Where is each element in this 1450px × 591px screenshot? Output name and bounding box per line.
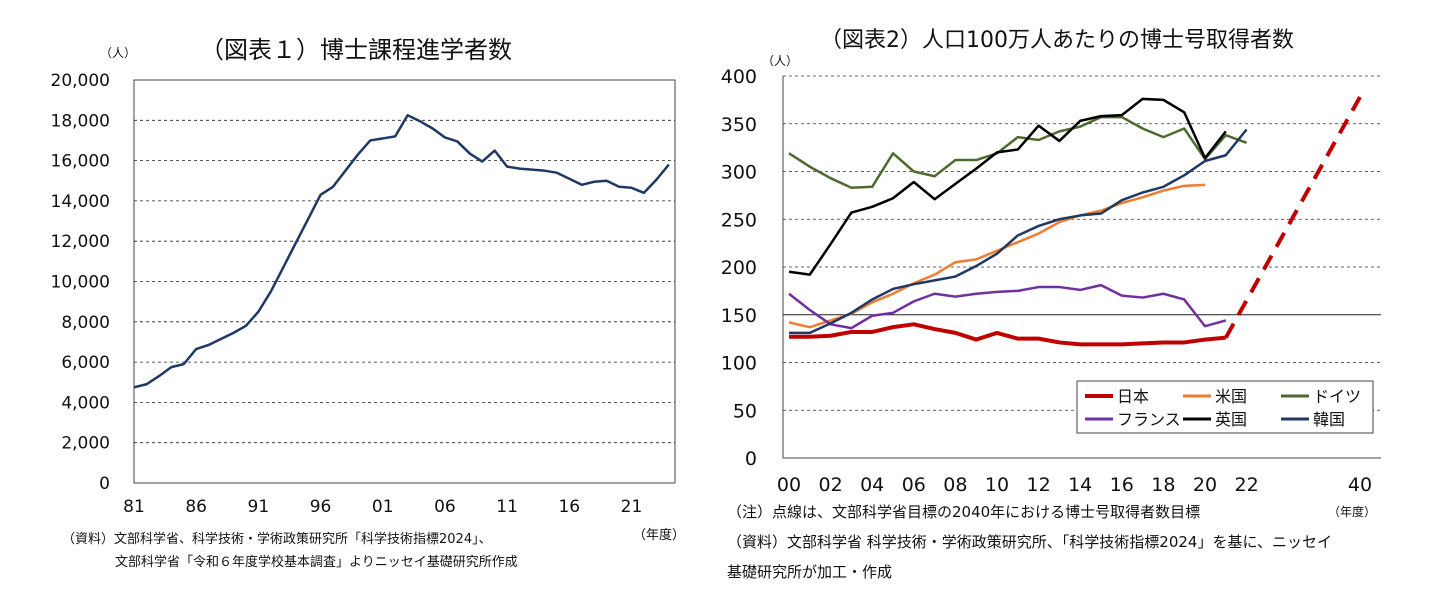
panel-doctoral-enrollment: （図表１）博士課程進学者数 （人） 0 2,000 4,000 6,000 8,000 1…: [0, 0, 700, 591]
x-tick-label-left: 11: [496, 497, 518, 517]
year-label-right: （年度）: [1328, 505, 1377, 519]
y-tick-label-right: 200: [721, 257, 757, 279]
y-tick-label-left: 16,000: [51, 152, 110, 172]
series-line-2: [788, 115, 1248, 189]
source-right-line2: 基礎研究所が加工・作成: [727, 563, 893, 581]
x-tick-label-right: 18: [1151, 474, 1175, 496]
y-tick-label-left: 8,000: [61, 313, 110, 333]
x-tick-label-right: 14: [1068, 474, 1092, 496]
legend-label-5: 韓国: [1313, 410, 1345, 429]
legend-label-3: フランス: [1117, 410, 1181, 429]
line-chart-right: 0 50 100 150 200 250 300 350 400 00 02 04 06 08 10 12 14…: [721, 66, 1381, 496]
y-tick-label-left: 10,000: [51, 273, 110, 293]
legend-label-1: 米国: [1215, 387, 1247, 406]
x-tick-label-left: 21: [621, 497, 643, 517]
y-unit-left: （人）: [100, 46, 137, 60]
legend-label-4: 英国: [1215, 410, 1247, 429]
x-tick-label-right: 06: [902, 474, 926, 496]
y-tick-label-right: 250: [721, 209, 757, 231]
x-tick-label-left: 81: [123, 497, 145, 517]
legend-label-2: ドイツ: [1313, 387, 1361, 406]
x-tick-label-right: 04: [860, 474, 884, 496]
y-tick-label-left: 4,000: [61, 393, 110, 413]
x-tick-label-left: 86: [185, 497, 207, 517]
y-tick-label-right: 50: [733, 400, 757, 422]
chart-title-right: （図表2）人口100万人あたりの博士号取得者数: [820, 28, 1294, 53]
y-tick-label-left: 14,000: [51, 192, 110, 212]
x-tick-label-right: 00: [777, 474, 801, 496]
x-tick-label-right: 02: [819, 474, 843, 496]
source-left-line1: （資料）文部科学省、科学技術・学術政策研究所「科学技術指標2024」、: [62, 532, 492, 547]
y-unit-right: （人）: [762, 54, 799, 68]
y-tick-label-left: 0: [99, 474, 110, 494]
series-line-1: [788, 183, 1206, 329]
line-chart-left: 0 2,000 4,000 6,000 8,000 10,000 12,000 14,000 1…: [51, 71, 676, 517]
x-tick-label-right: 08: [943, 474, 967, 496]
y-tick-label-left: 18,000: [51, 111, 110, 131]
x-tick-label-right: 40: [1348, 474, 1372, 496]
y-tick-label-right: 100: [721, 353, 757, 375]
x-tick-label-right: 20: [1193, 474, 1217, 496]
legend-label-0: 日本: [1117, 387, 1149, 406]
series-line-4: [788, 97, 1227, 276]
y-tick-label-left: 2,000: [61, 434, 110, 454]
source-right-line1: （資料）文部科学省 科学技術・学術政策研究所、「科学技術指標2024」を基に、ニ…: [727, 533, 1332, 551]
source-left-line2: 文部科学省「令和６年度学校基本調査」よりニッセイ基礎研究所作成: [115, 555, 518, 570]
y-tick-label-right: 350: [721, 114, 757, 136]
panel-phd-per-million: （図表2）人口100万人あたりの博士号取得者数 （人） 0 50 100 150 200…: [700, 0, 1450, 591]
series-line-0: [789, 322, 1226, 347]
y-tick-label-left: 20,000: [51, 71, 110, 91]
x-tick-label-right: 12: [1027, 474, 1051, 496]
x-tick-label-left: 01: [372, 497, 394, 517]
x-tick-label-left: 16: [558, 497, 580, 517]
y-tick-label-right: 0: [745, 448, 757, 470]
x-tick-label-left: 96: [310, 497, 332, 517]
x-tick-label-left: 06: [434, 497, 456, 517]
series-line-enrollment: [133, 114, 670, 389]
y-tick-label-right: 300: [721, 162, 757, 184]
x-tick-label-left: 91: [248, 497, 270, 517]
year-label-left: （年度）: [633, 528, 686, 543]
note-right: （注）点線は、文部科学省目標の2040年における博士号取得者数目標: [727, 503, 1201, 521]
x-tick-label-right: 16: [1110, 474, 1134, 496]
chart-title-left: （図表１）博士課程進学者数: [200, 36, 512, 64]
legend-box: [1076, 380, 1374, 434]
y-tick-label-right: 400: [721, 66, 757, 88]
target-dashed-line: [1224, 96, 1362, 339]
series-line-3: [788, 283, 1227, 330]
x-tick-label-right: 10: [985, 474, 1009, 496]
series-line-5: [789, 128, 1248, 335]
y-tick-label-left: 6,000: [61, 353, 110, 373]
y-tick-label-right: 150: [721, 305, 757, 327]
y-tick-label-left: 12,000: [51, 232, 110, 252]
x-tick-label-right: 22: [1235, 474, 1259, 496]
